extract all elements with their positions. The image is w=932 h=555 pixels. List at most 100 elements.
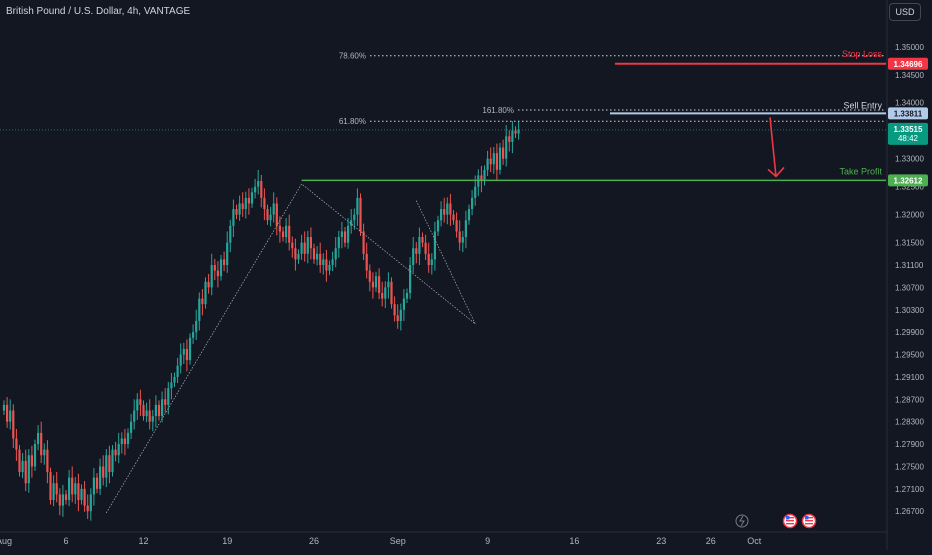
candle-body[interactable] (440, 209, 443, 221)
candle-body[interactable] (517, 129, 520, 134)
candle-body[interactable] (384, 287, 387, 299)
candle-body[interactable] (474, 186, 477, 198)
candle-body[interactable] (86, 505, 89, 512)
candle-body[interactable] (269, 214, 272, 221)
candle-body[interactable] (89, 494, 92, 512)
candle-body[interactable] (6, 404, 9, 422)
candle-body[interactable] (300, 242, 303, 254)
candle-body[interactable] (368, 270, 371, 282)
candle-body[interactable] (95, 477, 99, 489)
candle-body[interactable] (381, 292, 384, 299)
candle-body[interactable] (167, 388, 170, 405)
candle-body[interactable] (492, 153, 495, 165)
candle-body[interactable] (347, 225, 350, 243)
candle-body[interactable] (120, 438, 123, 445)
candle-body[interactable] (374, 276, 378, 288)
candle-body[interactable] (207, 281, 210, 288)
candle-body[interactable] (365, 253, 368, 271)
candle-body[interactable] (250, 192, 254, 204)
candle-body[interactable] (176, 365, 179, 377)
candle-body[interactable] (260, 181, 263, 198)
candle-body[interactable] (455, 220, 458, 232)
candle-body[interactable] (142, 404, 145, 417)
candle-body[interactable] (278, 225, 281, 232)
candle-body[interactable] (2, 404, 6, 411)
candle-body[interactable] (43, 449, 46, 456)
candle-body[interactable] (68, 477, 71, 501)
candle-body[interactable] (58, 494, 61, 506)
candle-body[interactable] (421, 237, 424, 243)
candle-body[interactable] (40, 432, 43, 456)
candle-body[interactable] (294, 248, 297, 260)
candle-body[interactable] (430, 259, 433, 266)
candle-body[interactable] (353, 214, 356, 221)
candle-body[interactable] (192, 332, 195, 338)
candle-body[interactable] (378, 276, 381, 293)
candle-body[interactable] (188, 337, 192, 361)
candle-body[interactable] (9, 410, 12, 422)
candle-body[interactable] (80, 488, 83, 501)
candle-body[interactable] (452, 214, 455, 221)
candle-body[interactable] (161, 399, 164, 417)
candle-body[interactable] (111, 449, 114, 473)
candle-body[interactable] (390, 281, 393, 305)
candle-body[interactable] (136, 399, 139, 411)
candle-body[interactable] (275, 203, 278, 226)
candle-body[interactable] (489, 158, 492, 165)
candle-body[interactable] (244, 197, 247, 210)
candle-body[interactable] (402, 298, 405, 310)
candle-body[interactable] (201, 298, 204, 305)
candle-body[interactable] (83, 488, 86, 506)
candle-body[interactable] (133, 410, 136, 422)
candle-body[interactable] (350, 220, 353, 226)
candle-body[interactable] (396, 315, 399, 321)
candle-body[interactable] (126, 432, 130, 445)
candle-body[interactable] (343, 231, 347, 243)
candle-body[interactable] (195, 320, 198, 333)
candle-body[interactable] (108, 455, 111, 473)
candle-body[interactable] (15, 438, 18, 450)
candle-body[interactable] (471, 197, 474, 210)
candle-body[interactable] (495, 153, 498, 170)
candle-body[interactable] (483, 169, 486, 182)
candle-body[interactable] (316, 253, 319, 260)
candle-body[interactable] (114, 449, 117, 456)
candle-body[interactable] (64, 494, 68, 501)
candle-body[interactable] (288, 225, 291, 243)
candle-body[interactable] (359, 197, 362, 232)
candle-body[interactable] (362, 231, 365, 254)
candle-body[interactable] (505, 136, 508, 159)
candle-body[interactable] (247, 197, 250, 204)
candle-body[interactable] (486, 158, 489, 170)
candle-body[interactable] (306, 237, 309, 254)
candle-body[interactable] (257, 181, 260, 187)
candle-body[interactable] (322, 259, 325, 266)
candle-body[interactable] (303, 242, 306, 254)
candle-body[interactable] (424, 242, 427, 254)
candle-body[interactable] (139, 399, 142, 405)
candle-body[interactable] (61, 494, 64, 506)
candle-body[interactable] (24, 460, 27, 484)
candle-body[interactable] (446, 203, 449, 215)
candle-body[interactable] (164, 399, 167, 405)
candle-body[interactable] (263, 197, 266, 210)
candle-body[interactable] (412, 248, 415, 266)
candle-body[interactable] (232, 209, 235, 226)
candle-body[interactable] (387, 281, 390, 288)
candle-body[interactable] (508, 136, 511, 142)
candle-body[interactable] (99, 466, 102, 489)
candle-body[interactable] (223, 259, 226, 266)
candle-body[interactable] (151, 416, 154, 422)
candle-body[interactable] (331, 259, 334, 266)
candle-body[interactable] (340, 231, 343, 238)
candle-body[interactable] (241, 203, 244, 210)
candle-body[interactable] (458, 231, 461, 243)
candle-body[interactable] (399, 309, 402, 321)
candle-body[interactable] (480, 175, 483, 182)
candle-body[interactable] (210, 265, 213, 288)
candle-body[interactable] (371, 281, 374, 288)
candle-body[interactable] (229, 225, 232, 243)
candle-body[interactable] (415, 248, 418, 254)
